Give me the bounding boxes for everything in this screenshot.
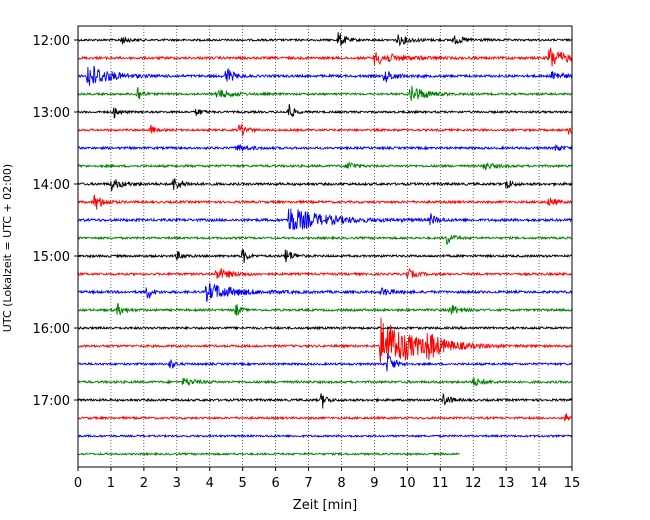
plot-frame [77,25,573,468]
x-axis-ticks: 0 1 2 3 4 5 6 7 8 9 10 11 12 13 14 15 [74,467,580,491]
trace-line-1530 [77,282,573,302]
trace-line-1730 [77,433,573,439]
x-tick-label: 13 [498,476,515,491]
trace-line-1545 [77,302,573,316]
trace-line-1415 [77,194,573,210]
trace-line-1600 [77,325,573,331]
y-tick-label: 14:00 [33,178,70,193]
y-tick-label: 12:00 [33,34,70,49]
trace-line-1245 [77,85,573,102]
trace-line-1215 [77,47,573,67]
trace-line-1645 [77,377,573,387]
x-tick-label: 15 [564,476,581,491]
x-tick-label: 4 [206,476,214,491]
trace-line-1315 [77,123,573,137]
x-tick-label: 0 [74,476,82,491]
x-tick-label: 5 [239,476,247,491]
x-tick-label: 9 [370,476,378,491]
x-tick-label: 6 [271,476,279,491]
x-tick-label: 8 [337,476,345,491]
x-tick-label: 7 [304,476,312,491]
trace-line-1445 [77,234,573,246]
trace-line-1430 [77,208,573,230]
trace-line-1345 [77,160,573,171]
y-axis-ticks: 12:00 13:00 14:00 15:00 16:00 17:00 [33,34,78,409]
x-tick-label: 10 [399,476,416,491]
trace-line-1615 [77,317,573,363]
trace-line-1500 [77,249,573,264]
trace-line-1630 [77,352,573,372]
x-tick-label: 2 [140,476,148,491]
y-axis-label: UTC (Lokalzeit = UTC + 02:00) [1,164,14,332]
trace-line-1300 [77,104,573,119]
x-tick-label: 1 [107,476,115,491]
trace-line-1330 [77,143,573,153]
x-tick-label: 3 [173,476,181,491]
x-tick-label: 11 [432,476,449,491]
y-tick-label: 17:00 [33,394,70,409]
trace-line-1515 [77,268,573,279]
trace-line-1715 [77,413,572,422]
trace-line-1745 [77,451,461,457]
y-tick-label: 16:00 [33,322,70,337]
trace-line-1230 [77,65,573,86]
x-tick-label: 14 [531,476,548,491]
trace-line-1400 [77,178,573,191]
y-tick-label: 15:00 [33,250,70,265]
x-tick-label: 12 [465,476,482,491]
y-tick-label: 13:00 [33,106,70,121]
trace-line-1200 [77,32,573,47]
trace-line-1700 [77,392,573,409]
x-axis-label: Zeit [min] [293,498,357,513]
seismic-traces [77,32,573,457]
